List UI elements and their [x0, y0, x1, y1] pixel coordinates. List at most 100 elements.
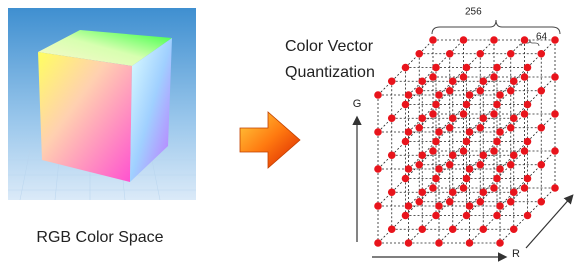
lattice-point	[388, 77, 396, 85]
lattice-point	[446, 161, 454, 169]
lattice-point	[429, 147, 437, 155]
lattice-point	[418, 77, 426, 85]
lattice-point	[415, 87, 423, 95]
lattice-point	[446, 50, 454, 58]
lattice-point	[537, 198, 545, 206]
lattice-point	[551, 36, 559, 44]
lattice-point	[524, 175, 532, 183]
lattice-point	[479, 225, 487, 233]
lattice-point	[507, 124, 515, 132]
lattice-point	[460, 36, 468, 44]
lattice-point	[463, 64, 471, 72]
dimension-label: 64	[536, 32, 548, 43]
lattice-point	[524, 101, 532, 109]
lattice-point	[446, 198, 454, 206]
lattice-point	[493, 212, 501, 220]
lattice-point	[490, 73, 498, 81]
lattice-point	[537, 161, 545, 169]
lattice-point	[490, 184, 498, 192]
lattice-point	[415, 198, 423, 206]
lattice-point	[418, 114, 426, 122]
lattice-point	[388, 114, 396, 122]
lattice-point	[432, 101, 440, 109]
rgb-cube-image	[8, 8, 196, 200]
lattice-point	[493, 175, 501, 183]
lattice-point	[466, 202, 474, 210]
lattice-point	[551, 73, 559, 81]
lattice-point	[496, 128, 504, 136]
lattice-point	[476, 198, 484, 206]
diagram: RGB Color Space Color Vector Quantizatio…	[0, 0, 577, 262]
lattice-point	[537, 124, 545, 132]
lattice-point	[537, 50, 545, 58]
lattice-point	[521, 36, 529, 44]
lattice-point	[493, 101, 501, 109]
lattice-point	[476, 87, 484, 95]
lattice-point	[521, 184, 529, 192]
lattice-point	[446, 87, 454, 95]
process-arrow	[240, 112, 300, 168]
lattice-point	[496, 91, 504, 99]
lattice-point	[429, 36, 437, 44]
lattice-point	[402, 138, 410, 146]
lattice-point	[493, 64, 501, 72]
lattice-point	[460, 73, 468, 81]
lattice-point	[402, 64, 410, 72]
lattice-point	[476, 161, 484, 169]
lattice-point	[388, 188, 396, 196]
lattice-point	[479, 114, 487, 122]
lattice-point	[551, 147, 559, 155]
title-line: Color Vector	[285, 38, 374, 55]
lattice-point	[463, 101, 471, 109]
lattice-point	[524, 138, 532, 146]
lattice-point	[405, 202, 413, 210]
lattice-point	[493, 138, 501, 146]
lattice-point	[463, 138, 471, 146]
lattice-point	[510, 77, 518, 85]
lattice-point	[405, 128, 413, 136]
lattice-point	[429, 73, 437, 81]
lattice-point	[460, 147, 468, 155]
lattice-point	[429, 184, 437, 192]
lattice-point	[466, 239, 474, 247]
lattice-point	[418, 188, 426, 196]
lattice-point	[432, 175, 440, 183]
lattice-point	[405, 165, 413, 173]
lattice-point	[476, 50, 484, 58]
lattice-point	[466, 165, 474, 173]
lattice-point	[388, 151, 396, 159]
lattice-point	[507, 87, 515, 95]
lattice-point	[466, 128, 474, 136]
lattice-point	[402, 175, 410, 183]
lattice-point	[507, 161, 515, 169]
lattice-point	[435, 91, 443, 99]
lattice-point	[524, 64, 532, 72]
lattice-point	[537, 87, 545, 95]
lattice-point	[415, 161, 423, 169]
lattice-point	[432, 64, 440, 72]
lattice-point	[463, 175, 471, 183]
quantization-lattice	[374, 36, 559, 247]
lattice-point	[551, 110, 559, 118]
lattice-point	[449, 151, 457, 159]
lattice-point	[449, 77, 457, 85]
lattice-point	[524, 212, 532, 220]
lattice-point	[402, 101, 410, 109]
lattice-point	[460, 184, 468, 192]
lattice-point	[460, 110, 468, 118]
lattice-point	[490, 36, 498, 44]
lattice-point	[510, 225, 518, 233]
lattice-point	[521, 147, 529, 155]
lattice-point	[405, 91, 413, 99]
lattice-point	[418, 151, 426, 159]
lattice-point	[490, 110, 498, 118]
lattice-point	[415, 50, 423, 58]
lattice-point	[374, 239, 382, 247]
lattice-point	[496, 202, 504, 210]
lattice-point	[510, 114, 518, 122]
lattice-point	[435, 128, 443, 136]
lattice-point	[446, 124, 454, 132]
lattice-point	[476, 124, 484, 132]
lattice-point	[374, 202, 382, 210]
lattice-point	[521, 110, 529, 118]
